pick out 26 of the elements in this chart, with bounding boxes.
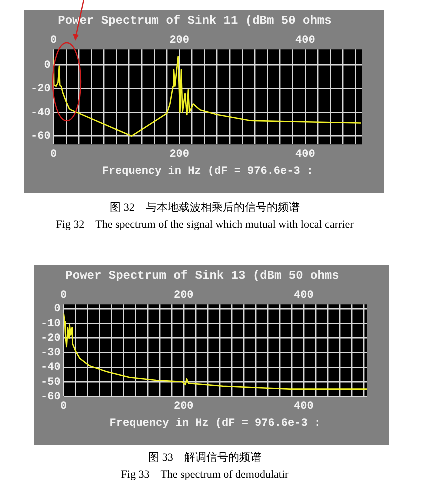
caption: 图 32 与本地载波相乘后的信号的频谱: [109, 200, 301, 216]
y-tick-label: -20: [40, 332, 61, 345]
x2-tick-label: 400: [295, 148, 316, 161]
y-tick-label: -60: [30, 131, 51, 144]
y-tick-label: -60: [40, 391, 61, 404]
y-tick-label: -40: [30, 107, 51, 120]
y-tick-label: -40: [40, 362, 61, 374]
x-tick-label: 400: [295, 34, 316, 47]
chart-title: Power Spectrum of Sink 13 (dBm 50 ohms: [66, 269, 340, 284]
caption: Fig 33 The spectrum of demodulatir: [120, 468, 290, 483]
x2-tick-label: 200: [174, 400, 194, 413]
y-tick-label: -20: [30, 84, 51, 96]
y-tick-label: -30: [40, 348, 61, 360]
x2-tick-label: 200: [170, 148, 190, 161]
y-tick-label: 0: [54, 304, 61, 316]
y-tick-label: -50: [40, 376, 61, 389]
x-axis-title: Frequency in Hz (dF = 976.6e-3 :: [110, 418, 322, 430]
x-tick-label: 400: [294, 290, 314, 302]
caption: 图 33 解调信号的频谱: [148, 450, 262, 466]
x-axis-title: Frequency in Hz (dF = 976.6e-3 :: [102, 166, 314, 178]
x2-tick-label: 400: [294, 400, 314, 413]
caption: Fig 32 The spectrum of the signal which mutual with local carrier: [55, 218, 355, 233]
y-tick-label: -10: [40, 318, 61, 330]
y-tick-label: 0: [44, 60, 51, 72]
x-tick-label: 200: [170, 34, 190, 47]
x-tick-label: 200: [174, 290, 194, 302]
